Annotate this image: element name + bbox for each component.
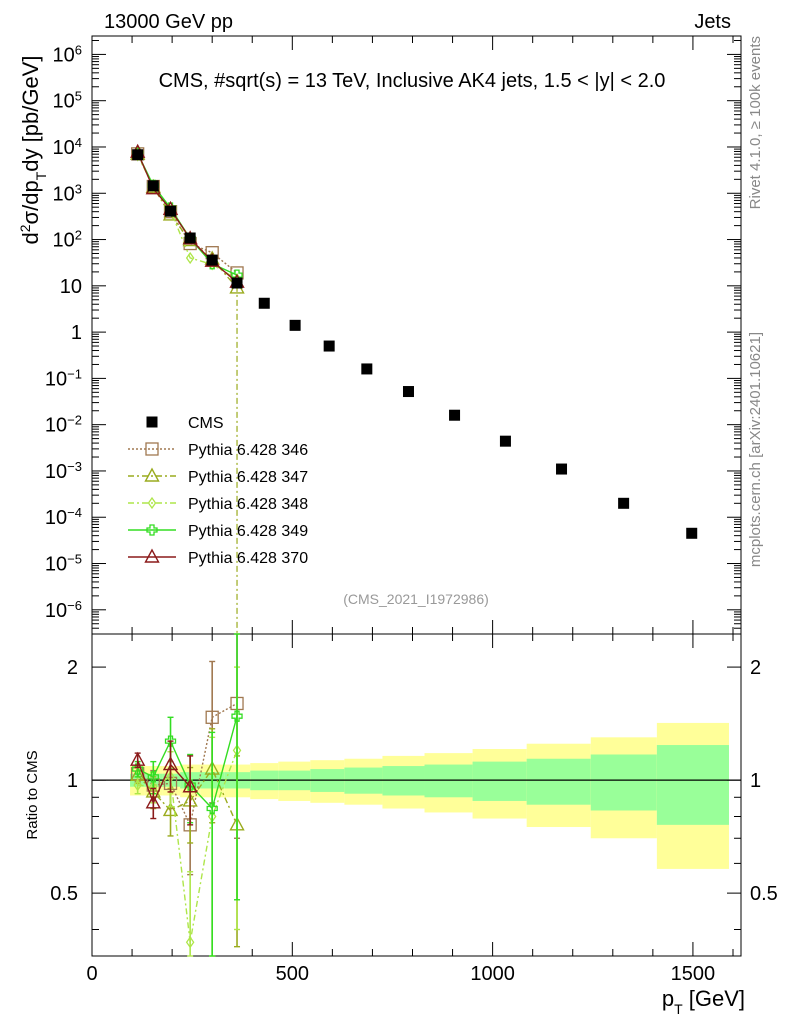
svg-text:d2σ/dpTdy [pb/GeV]: d2σ/dpTdy [pb/GeV]: [17, 56, 49, 245]
ratio-point: [205, 710, 219, 724]
y-tick-label: 10−6: [45, 597, 82, 622]
data-point: [165, 205, 177, 217]
svg-text:pT [GeV]: pT [GeV]: [662, 986, 745, 1017]
legend-label: Pythia 6.428 347: [188, 469, 308, 486]
main-frame: [91, 35, 742, 635]
source-label: mcplots.cern.ch [arXiv:2401.10621]: [747, 332, 764, 567]
legend-marker: [144, 548, 160, 563]
header-right: Jets: [694, 11, 731, 33]
data-point: [258, 297, 270, 309]
x-tick-label: 0: [86, 963, 97, 985]
legend-marker: [146, 416, 158, 428]
ratio-panel: 0.5 0.5 1 1 2 2 0 500 1000 1500: [50, 633, 778, 985]
legend-marker: [145, 442, 159, 456]
ratio-point: [164, 735, 177, 747]
data-point: [147, 180, 159, 192]
x-tick-label: 500: [276, 963, 309, 985]
ratio-y-label: Ratio to CMS: [24, 750, 41, 839]
uncertainty-band-inner: [472, 761, 527, 801]
uncertainty-band-inner: [424, 764, 473, 798]
watermark: (CMS_2021_I1972986): [343, 591, 489, 607]
data-point: [132, 149, 144, 161]
y-tick-label: 2: [750, 657, 761, 679]
ratio-frame: [91, 633, 742, 957]
y-tick-label: 2: [67, 657, 78, 679]
y-tick-label: 106: [53, 42, 82, 67]
y-tick-label: 1: [71, 322, 82, 344]
y-tick-label: 102: [53, 227, 82, 252]
y-tick-label: 10: [60, 276, 82, 298]
data-point: [556, 463, 568, 475]
series-line: [137, 151, 238, 283]
ratio-point: [182, 778, 198, 793]
data-point: [185, 251, 195, 265]
header-left: 13000 GeV pp: [104, 11, 233, 33]
ratio-point: [147, 771, 159, 783]
ratio-line: [137, 702, 238, 828]
y-tick-label: 10−4: [45, 505, 82, 530]
data-point: [231, 277, 243, 289]
ratio-point: [162, 756, 179, 771]
y-tick-label: 10−1: [45, 366, 82, 391]
legend-label: Pythia 6.428 348: [188, 496, 308, 513]
x-tick-label: 1000: [470, 963, 515, 985]
ratio-line: [137, 759, 191, 805]
ratio-point: [206, 802, 218, 815]
ratio-line: [137, 716, 238, 810]
data-point: [686, 527, 698, 539]
y-tick-label: 0.5: [50, 883, 78, 905]
data-point: [499, 435, 511, 447]
y-tick-label: 105: [53, 88, 82, 113]
data-point: [449, 409, 461, 421]
data-point: [184, 232, 196, 244]
y-tick-label: 1: [750, 770, 761, 792]
y-tick-label: 1: [67, 770, 78, 792]
data-point: [402, 386, 414, 398]
chart-title: CMS, #sqrt(s) = 13 TeV, Inclusive AK4 je…: [159, 70, 666, 92]
main-panel: 10−6 10−5 10−4 10−3 10−2 10−1 1 10 102 103 104 105 1…: [45, 35, 742, 635]
y-tick-label: 104: [53, 134, 82, 159]
y-tick-label: 10−5: [45, 551, 82, 576]
legend-marker: [147, 496, 157, 510]
y-tick-label: 0.5: [750, 883, 778, 905]
data-point: [206, 254, 218, 266]
main-y-label: d2σ/dpTdy [pb/GeV]: [17, 56, 49, 245]
legend-label: Pythia 6.428 370: [188, 550, 308, 567]
uncertainty-band-inner: [656, 745, 729, 825]
data-point: [323, 340, 335, 352]
data-point: [289, 319, 301, 331]
x-axis-label: pT [GeV]: [662, 986, 745, 1017]
ratio-line: [137, 750, 238, 943]
ratio-point: [129, 751, 146, 766]
y-tick-label: 10−2: [45, 412, 82, 437]
ratio-point: [231, 710, 243, 722]
data-point: [361, 363, 373, 375]
y-tick-label: 103: [53, 181, 82, 206]
ratio-point: [145, 794, 161, 809]
ratio-point: [133, 778, 142, 792]
data-point: [618, 497, 630, 509]
legend-label: Pythia 6.428 349: [188, 523, 308, 540]
legend-marker: [144, 467, 160, 482]
y-tick-label: 10−3: [45, 458, 82, 483]
legend-marker: [146, 524, 158, 536]
uncertainty-band-inner: [526, 758, 591, 805]
uncertainty-band-inner: [382, 766, 425, 796]
uncertainty-band-inner: [590, 754, 657, 811]
legend-label: CMS: [188, 415, 224, 432]
series-line: [137, 153, 238, 274]
rivet-label: Rivet 4.1.0, ≥ 100k events: [747, 36, 764, 209]
x-tick-label: 1500: [671, 963, 716, 985]
legend-label: Pythia 6.428 346: [188, 442, 308, 459]
ratio-point: [162, 802, 179, 817]
ratio-point: [185, 936, 195, 949]
